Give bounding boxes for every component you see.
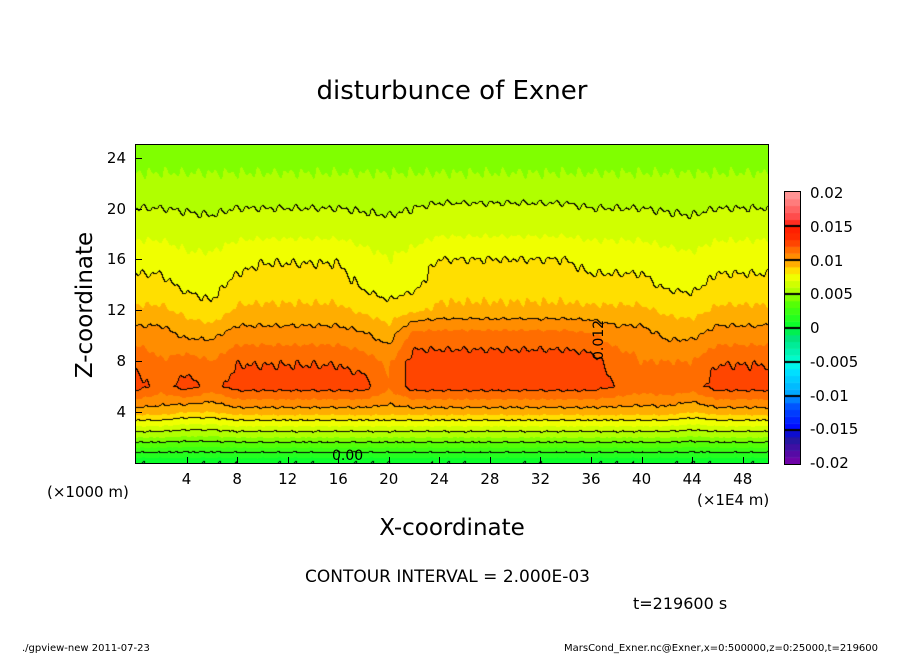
contour-label-0.00: 0.00 xyxy=(332,448,364,464)
x-tick-mark xyxy=(338,457,340,463)
colorbar-tick-label: -0.02 xyxy=(810,454,849,472)
x-tick-mark xyxy=(439,457,441,463)
colorbar-tick-label: -0.01 xyxy=(810,386,849,405)
colorbar-tick-label: 0 xyxy=(810,319,820,337)
x-tick-mark xyxy=(692,457,694,463)
y-tick-mark xyxy=(136,412,142,414)
chart-title: disturbunce of Exner xyxy=(316,76,588,106)
colorbar xyxy=(784,191,801,465)
y-tick-label: 16 xyxy=(106,250,126,269)
x-tick-mark xyxy=(237,457,239,463)
x-tick-mark xyxy=(641,457,643,463)
x-tick-mark xyxy=(591,457,593,463)
y-axis-unit: (×1000 m) xyxy=(47,483,129,501)
time-text: t=219600 s xyxy=(633,594,728,613)
x-tick-label: 40 xyxy=(632,470,652,488)
y-tick-label: 4 xyxy=(116,403,126,422)
y-tick-mark xyxy=(136,157,142,159)
x-tick-mark xyxy=(186,457,188,463)
x-axis-unit: (×1E4 m) xyxy=(697,491,770,509)
y-tick-label: 8 xyxy=(116,352,126,371)
colorbar-tick-label: 0.02 xyxy=(810,184,844,202)
y-tick-mark xyxy=(136,208,142,210)
y-tick-label: 12 xyxy=(106,301,126,320)
x-tick-mark xyxy=(489,457,491,463)
colorbar-gradient xyxy=(785,192,800,464)
x-tick-label: 24 xyxy=(429,470,449,488)
colorbar-tick-label: 0.01 xyxy=(810,251,844,270)
x-tick-label: 12 xyxy=(278,470,298,488)
x-tick-label: 8 xyxy=(232,470,242,488)
contour-plot-area: 0.012 0.00 xyxy=(136,145,768,464)
x-tick-label: 16 xyxy=(328,470,348,488)
colorbar-tick-label: 0.005 xyxy=(810,285,853,304)
y-tick-mark xyxy=(136,310,142,312)
x-tick-label: 44 xyxy=(682,470,702,488)
x-tick-mark xyxy=(388,457,390,463)
x-tick-label: 28 xyxy=(480,470,500,488)
y-tick-label: 24 xyxy=(106,148,126,167)
colorbar-tick-label: -0.015 xyxy=(810,420,859,439)
contour-interval-text: CONTOUR INTERVAL = 2.000E-03 xyxy=(305,567,590,587)
x-tick-label: 36 xyxy=(581,470,601,488)
y-tick-mark xyxy=(136,259,142,261)
y-tick-label: 20 xyxy=(106,199,126,218)
y-tick-mark xyxy=(136,361,142,363)
footer-left: ./gpview-new 2011-07-23 xyxy=(22,643,150,654)
colorbar-tick-label: -0.005 xyxy=(810,352,859,371)
x-tick-mark xyxy=(742,457,744,463)
plot-frame xyxy=(135,144,769,464)
colorbar-tick-label: 0.015 xyxy=(810,217,853,236)
x-tick-label: 48 xyxy=(733,470,753,488)
x-tick-mark xyxy=(287,457,289,463)
x-axis-label: X-coordinate xyxy=(379,515,525,541)
x-tick-label: 20 xyxy=(379,470,399,488)
x-tick-label: 4 xyxy=(181,470,192,488)
x-tick-label: 32 xyxy=(530,470,551,488)
y-axis-label: Z-coordinate xyxy=(72,231,98,379)
x-tick-mark xyxy=(540,457,542,463)
footer-right: MarsCond_Exner.nc@Exner,x=0:500000,z=0:2… xyxy=(564,643,879,654)
filled-contour-field xyxy=(136,145,768,463)
